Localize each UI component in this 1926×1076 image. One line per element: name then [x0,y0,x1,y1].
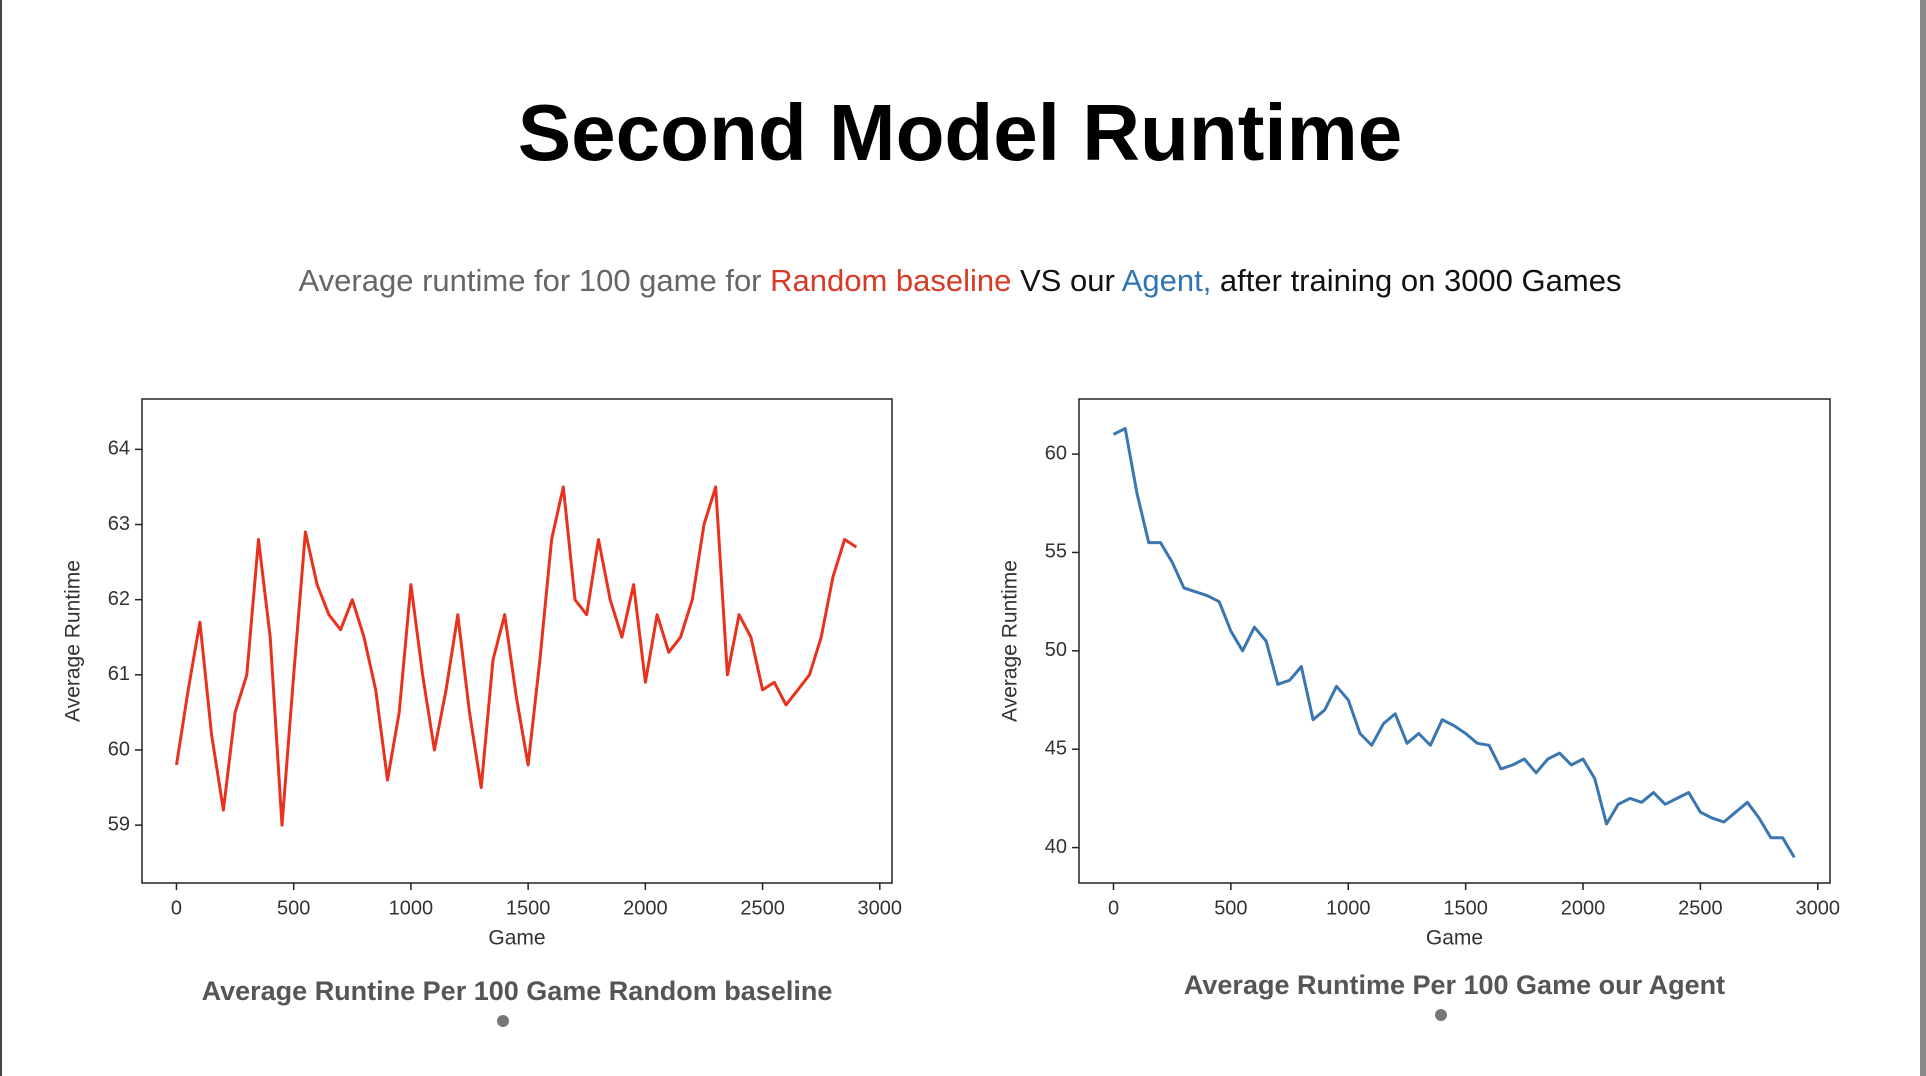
chart-caption: Average Runtine Per 100 Game Random base… [202,976,833,1006]
right-edge [1920,0,1926,1076]
dot [1435,1009,1447,1021]
x-tick-label: 2500 [1678,897,1723,919]
dot [497,1015,509,1027]
chart-caption: Average Runtime Per 100 Game our Agent [1184,970,1725,1000]
x-tick-label: 1500 [1443,897,1488,919]
y-tick-label: 60 [1045,442,1067,464]
y-axis-label: Average Runtime [62,560,85,722]
y-tick-label: 60 [108,738,130,760]
slide-title: Second Model Runtime [518,88,1403,177]
subtitle-segment: after training on 3000 Games [1211,263,1621,298]
subtitle-segment: Average runtime for 100 game for [299,263,771,298]
y-tick-label: 62 [108,588,130,610]
x-tick-label: 1000 [1326,897,1371,919]
x-tick-label: 3000 [1796,897,1841,919]
y-tick-label: 61 [108,663,130,685]
subtitle-segment: Random baseline [770,263,1011,298]
x-tick-label: 3000 [858,897,903,919]
subtitle-segment: Agent, [1122,263,1212,298]
data-line [175,485,858,827]
y-axis-label: Average Runtime [999,560,1022,722]
x-tick-label: 2000 [1561,897,1606,919]
x-tick-label: 2000 [623,897,668,919]
subtitle: Average runtime for 100 game for Random … [299,263,1622,298]
y-tick-label: 55 [1045,541,1067,563]
plot-area [141,398,893,884]
x-tick-label: 1500 [506,897,551,919]
x-tick-label: 0 [171,897,182,919]
y-tick-label: 45 [1045,737,1067,759]
x-tick-label: 1000 [389,897,434,919]
x-axis-label: Game [488,927,545,950]
data-line [1112,427,1796,859]
x-tick-label: 500 [1214,897,1247,919]
x-tick-label: 500 [277,897,310,919]
y-tick-label: 64 [108,438,130,460]
subtitle-segment: VS our [1011,263,1121,298]
y-tick-label: 63 [108,513,130,535]
y-tick-label: 40 [1045,836,1067,858]
plot-area [1078,398,1831,884]
x-axis-label: Game [1426,927,1483,950]
y-tick-label: 59 [108,813,130,835]
y-tick-label: 50 [1045,639,1067,661]
x-tick-label: 2500 [740,897,785,919]
x-tick-label: 0 [1108,897,1119,919]
